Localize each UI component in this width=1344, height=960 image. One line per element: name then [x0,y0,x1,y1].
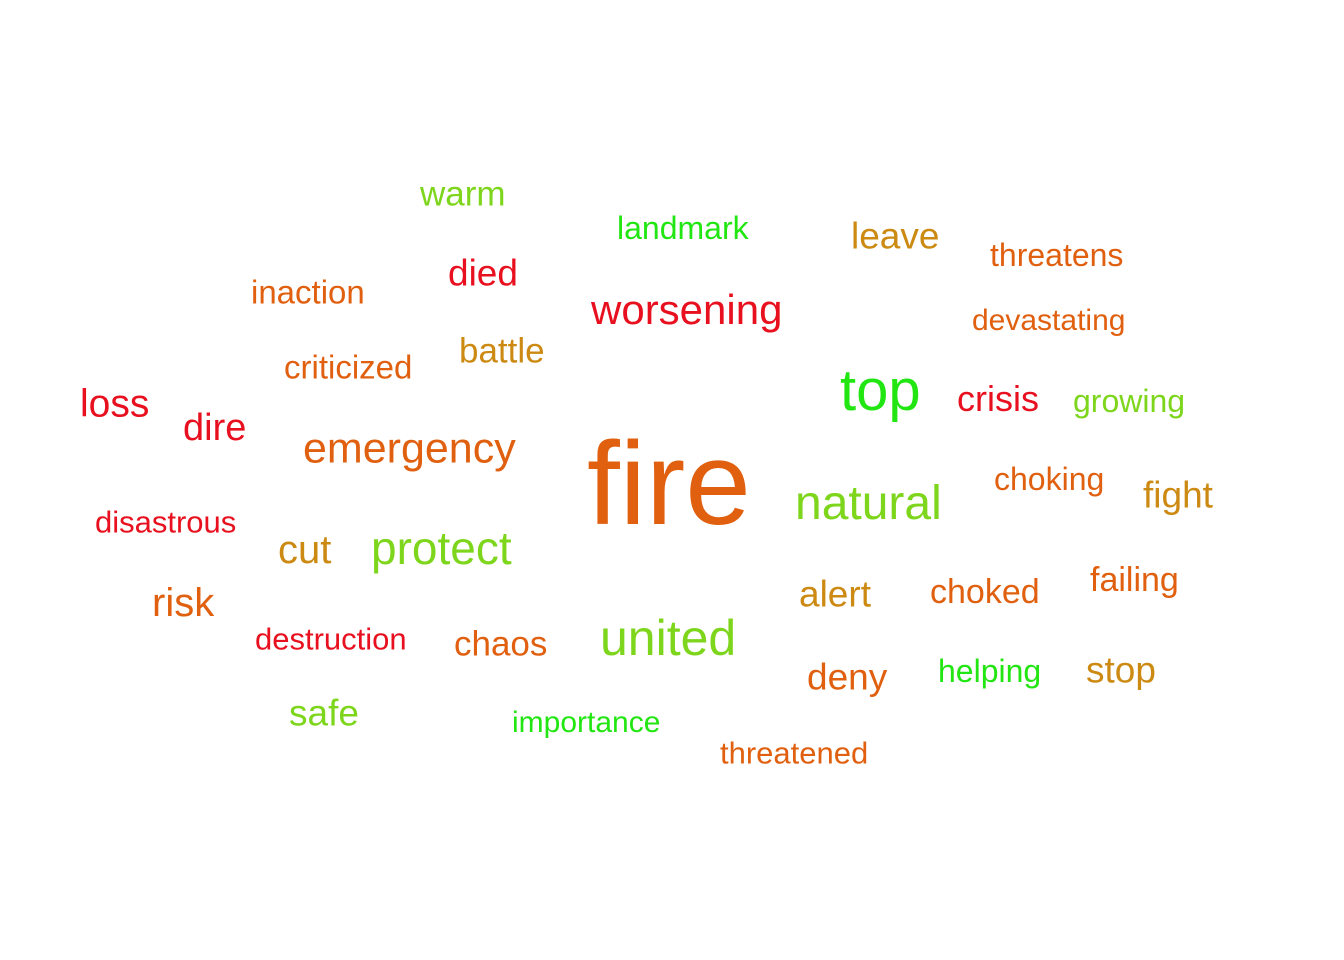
word-growing: growing [1073,383,1186,419]
word-protect: protect [371,522,512,574]
word-criticized: criticized [284,348,413,386]
word-dire: dire [183,407,247,449]
word-alert: alert [799,573,871,615]
word-worsening: worsening [591,286,783,333]
word-battle: battle [459,331,545,371]
word-helping: helping [938,653,1042,689]
word-emergency: emergency [303,424,516,473]
word-fire: fire [587,418,751,550]
word-landmark: landmark [617,210,749,246]
word-loss: loss [80,382,150,426]
word-safe: safe [289,692,359,734]
word-leave: leave [851,215,940,257]
word-warm: warm [420,174,506,214]
word-disastrous: disastrous [95,504,237,540]
word-choked: choked [930,573,1040,611]
word-choking: choking [994,461,1105,497]
word-united: united [600,610,737,666]
word-deny: deny [807,656,888,698]
word-destruction: destruction [255,621,407,657]
word-died: died [448,252,518,294]
word-threatened: threatened [720,735,869,771]
word-inaction: inaction [251,273,365,311]
word-risk: risk [152,581,215,625]
word-threatens: threatens [990,237,1124,273]
word-chaos: chaos [454,624,548,664]
word-importance: importance [512,706,661,739]
word-top: top [840,358,921,423]
word-stop: stop [1086,649,1156,691]
word-devastating: devastating [972,304,1126,337]
word-cut: cut [278,528,332,572]
word-fight: fight [1143,474,1213,516]
word-crisis: crisis [957,378,1039,419]
word-failing: failing [1090,561,1179,599]
word-natural: natural [795,477,942,530]
